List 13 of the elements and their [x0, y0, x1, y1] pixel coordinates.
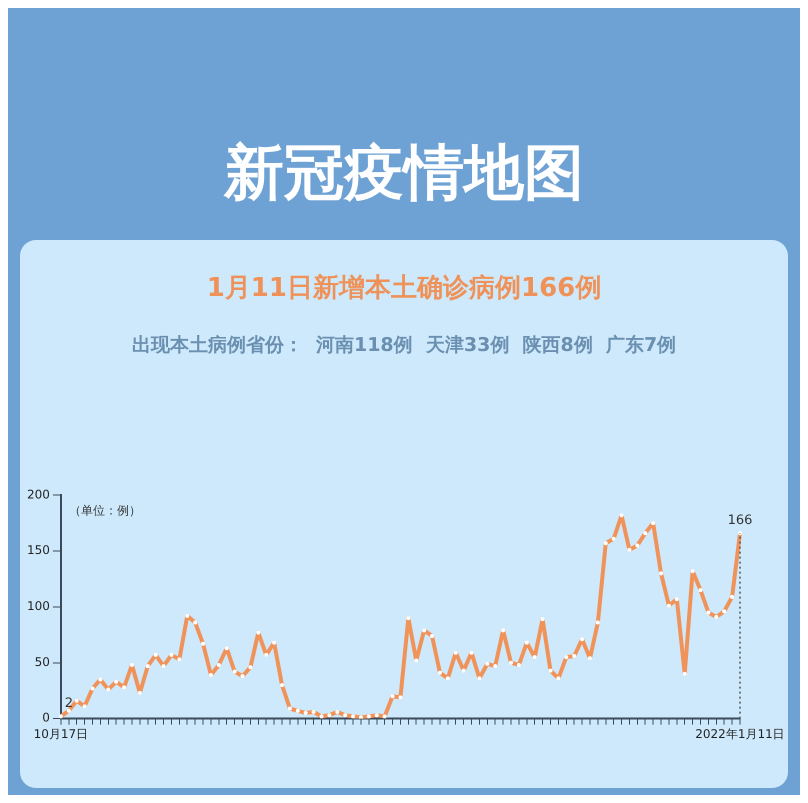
x-tick-label: 10月17日 [34, 726, 88, 741]
x-tick-label: 2022年1月11日 [695, 726, 785, 741]
y-tick-label: 200 [27, 487, 50, 502]
y-tick-label: 150 [27, 543, 50, 558]
y-tick-label: 100 [27, 599, 50, 614]
data-label: 166 [728, 513, 752, 528]
y-tick-label: 0 [42, 710, 50, 725]
data-label: 2 [64, 696, 74, 712]
y-axis-title: （单位：例） [68, 503, 141, 518]
chart-subtitle: 1月11日新增本土确诊病例166例 [206, 272, 602, 305]
text: 出现本土病例省份： 河南118例 天津33例 陕西8例 广东7例 [130, 333, 678, 358]
y-tick-label: 50 [34, 654, 50, 669]
chart-title: 新冠疫情地图 [222, 137, 585, 210]
